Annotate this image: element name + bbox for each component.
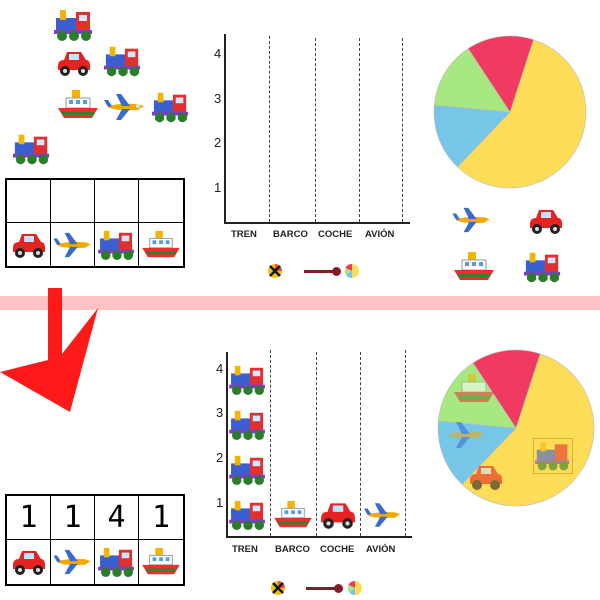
train-icon <box>54 10 92 41</box>
pie-mini-icon[interactable] <box>347 580 363 596</box>
boat-icon <box>274 500 312 528</box>
gridline <box>269 36 270 222</box>
header-cell-train <box>95 223 139 266</box>
header-cell-boat <box>139 223 183 266</box>
train-icon <box>229 410 265 441</box>
x-axis <box>224 222 410 224</box>
count-cell-plane[interactable] <box>51 180 95 223</box>
header-cell-car <box>7 223 51 266</box>
y-tick-label: 2 <box>214 135 222 150</box>
count-cell-boat[interactable] <box>139 180 183 223</box>
count-cell-car[interactable] <box>7 180 51 223</box>
header-cell-train <box>95 540 139 584</box>
train-icon <box>229 455 265 486</box>
count-cell-plane[interactable]: 1 <box>51 496 95 540</box>
pie-chart-top <box>433 35 587 189</box>
gridline <box>316 352 317 536</box>
plane-icon <box>104 94 144 120</box>
car-icon <box>530 210 562 234</box>
gridline <box>402 38 403 222</box>
train-highlight-box[interactable] <box>533 438 573 474</box>
train-icon <box>97 230 134 260</box>
y-tick-label: 3 <box>216 405 224 420</box>
toggle-track[interactable] <box>304 270 336 273</box>
train-icon <box>524 252 561 283</box>
tally-table-top <box>5 178 185 268</box>
pie-slice-red <box>472 349 541 429</box>
y-tick-label: 1 <box>216 495 224 510</box>
gridline <box>405 350 406 536</box>
count-cell-train[interactable]: 4 <box>95 496 139 540</box>
header-cell-car <box>7 540 51 584</box>
category-label: COCHE <box>318 229 353 240</box>
car-icon <box>58 52 90 76</box>
train-icon <box>229 500 265 531</box>
car-icon <box>12 551 45 575</box>
divider-band <box>0 296 600 310</box>
toggle-track[interactable] <box>306 587 338 590</box>
car-icon <box>321 503 355 529</box>
category-label: AVIÓN <box>365 229 395 240</box>
category-label: BARCO <box>273 229 308 240</box>
plane-icon <box>364 503 401 527</box>
category-label: TREN <box>231 229 257 240</box>
train-icon <box>152 92 189 123</box>
train-icon <box>535 442 570 471</box>
category-label: AVIÓN <box>366 544 396 555</box>
x-axis <box>226 536 412 538</box>
y-axis <box>226 352 228 538</box>
car-icon <box>12 233 45 258</box>
pie-slice-red <box>467 35 534 113</box>
plane-icon <box>448 422 484 448</box>
gridline <box>270 350 271 536</box>
y-axis <box>224 34 226 224</box>
gridline <box>359 38 360 222</box>
boat-icon <box>142 547 180 575</box>
y-tick-label: 2 <box>216 450 224 465</box>
category-label: TREN <box>232 544 258 555</box>
count-cell-boat[interactable]: 1 <box>139 496 183 540</box>
boat-icon <box>454 252 494 280</box>
train-icon <box>97 547 134 578</box>
plane-icon <box>52 549 91 575</box>
boat-icon <box>142 230 180 257</box>
gridline <box>360 352 361 536</box>
toggle-knob[interactable] <box>334 584 343 593</box>
gridline <box>315 38 316 222</box>
header-cell-boat <box>139 540 183 584</box>
count-cell-car[interactable]: 1 <box>7 496 51 540</box>
train-icon <box>13 134 50 165</box>
pie-slice-yellow <box>457 39 587 189</box>
boat-icon <box>454 374 494 402</box>
train-icon <box>104 46 141 77</box>
y-tick-label: 4 <box>214 46 222 61</box>
car-icon <box>470 466 502 490</box>
plane-icon <box>52 232 91 257</box>
y-tick-label: 3 <box>214 91 222 106</box>
header-cell-plane <box>51 223 95 266</box>
pie-mini-icon[interactable] <box>344 263 360 279</box>
y-tick-label: 4 <box>216 361 224 376</box>
pie-slice-green <box>433 48 511 113</box>
cross-icon[interactable] <box>270 580 286 596</box>
category-label: BARCO <box>275 544 310 555</box>
boat-icon <box>58 90 98 118</box>
tally-table-bottom: 1 1 4 1 <box>5 494 185 586</box>
cross-icon[interactable] <box>267 263 283 279</box>
y-tick-label: 1 <box>214 180 222 195</box>
train-icon <box>229 365 265 396</box>
toggle-knob[interactable] <box>332 267 341 276</box>
count-cell-train[interactable] <box>95 180 139 223</box>
down-arrow-icon <box>0 288 98 412</box>
category-label: COCHE <box>320 544 355 555</box>
pie-slice-blue <box>433 104 511 168</box>
plane-icon <box>452 207 490 233</box>
header-cell-plane <box>51 540 95 584</box>
